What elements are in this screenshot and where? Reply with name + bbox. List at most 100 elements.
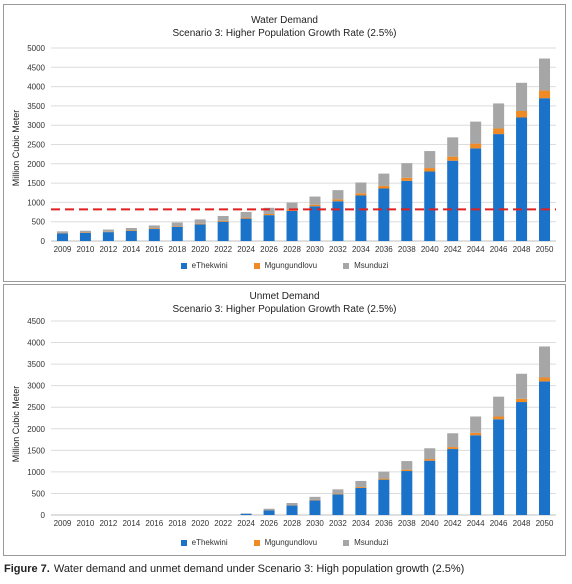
bar-mgungundlovu-2032 — [332, 199, 344, 202]
bar-mgungundlovu-2048 — [516, 398, 528, 403]
y-tick-label: 4500 — [27, 63, 45, 72]
bar-msunduzi-2042 — [447, 137, 459, 157]
bar-mgungundlovu-2046 — [493, 416, 505, 420]
y-tick-label: 0 — [41, 237, 46, 246]
x-tick-label: 2009 — [54, 519, 72, 528]
x-tick-label: 2032 — [329, 519, 347, 528]
y-tick-label: 4000 — [27, 83, 45, 92]
bar-msunduzi-2030 — [309, 196, 321, 205]
x-tick-label: 2016 — [145, 519, 163, 528]
water-demand-plot: 0 500 1000 1500 2000 2500 3000 3500 4000 4500 5000… — [27, 44, 556, 254]
bar-mgungundlovu-2016 — [148, 228, 160, 230]
bar-ethekwini-2020 — [194, 224, 206, 241]
bar-mgungundlovu-2042 — [447, 447, 459, 450]
x-tick-label: 2034 — [352, 519, 370, 528]
x-tick-label: 2014 — [122, 245, 140, 254]
y-tick-label: 2500 — [27, 141, 45, 150]
bar-ethekwini-2048 — [516, 402, 528, 515]
bar-msunduzi-2020 — [194, 219, 206, 224]
legend-label: Msunduzi — [354, 261, 389, 270]
figure-label: Figure 7. — [4, 563, 50, 575]
bar-ethekwini-2034 — [355, 195, 367, 241]
bar-ethekwini-2018 — [171, 226, 183, 241]
legend-label: eThekwini — [191, 261, 228, 270]
bar-ethekwini-2040 — [424, 171, 436, 241]
unmet-demand-plot: 0 500 1000 1500 2000 2500 3000 3500 4000 4500 2009… — [27, 317, 556, 528]
bar-mgungundlovu-2040 — [424, 459, 436, 461]
legend-swatch-mgungundlovu — [253, 262, 260, 269]
x-tick-label: 2012 — [99, 519, 117, 528]
x-tick-label: 2010 — [77, 519, 95, 528]
bar-msunduzi-2009 — [56, 231, 68, 233]
x-tick-label: 2026 — [260, 519, 278, 528]
bar-mgungundlovu-2034 — [355, 193, 367, 196]
x-tick-label: 2044 — [467, 245, 485, 254]
bar-ethekwini-2040 — [424, 460, 436, 515]
x-tick-label: 2040 — [421, 519, 439, 528]
bar-ethekwini-2009 — [56, 233, 68, 241]
bar-ethekwini-2012 — [102, 232, 114, 241]
bar-ethekwini-2032 — [332, 494, 344, 515]
bar-msunduzi-2048 — [516, 82, 528, 111]
bar-ethekwini-2028 — [286, 210, 298, 241]
figure-caption-text: Water demand and unmet demand under Scen… — [53, 563, 465, 575]
bar-mgungundlovu-2042 — [447, 156, 459, 161]
bar-msunduzi-2036 — [378, 173, 390, 186]
x-tick-label: 2028 — [283, 519, 301, 528]
x-tick-label: 2032 — [329, 245, 347, 254]
x-tick-label: 2010 — [77, 245, 95, 254]
y-tick-label: 4000 — [27, 339, 45, 348]
chart-title: Unmet Demand — [249, 291, 320, 302]
x-tick-label: 2030 — [306, 519, 324, 528]
legend-swatch-ethekwini — [180, 539, 187, 546]
y-tick-label: 2000 — [27, 425, 45, 434]
bar-msunduzi-2026 — [263, 508, 275, 511]
x-tick-label: 2040 — [421, 245, 439, 254]
legend-label: Msunduzi — [354, 538, 389, 547]
bar-msunduzi-2012 — [102, 229, 114, 232]
bar-mgungundlovu-2048 — [516, 110, 528, 118]
legend-label: Mgungundlovu — [264, 261, 318, 270]
x-tick-label: 2009 — [54, 245, 72, 254]
y-tick-label: 500 — [32, 489, 46, 498]
y-tick-label: 3500 — [27, 102, 45, 111]
bar-mgungundlovu-2026 — [263, 213, 275, 216]
bar-msunduzi-2034 — [355, 480, 367, 487]
x-tick-label: 2030 — [306, 245, 324, 254]
bar-ethekwini-2038 — [401, 180, 413, 241]
bar-mgungundlovu-2050 — [539, 377, 551, 382]
x-tick-label: 2028 — [283, 245, 301, 254]
bar-msunduzi-2048 — [516, 373, 528, 399]
x-tick-label: 2014 — [122, 519, 140, 528]
bar-msunduzi-2044 — [470, 416, 482, 433]
y-tick-label: 1000 — [27, 198, 45, 207]
x-tick-label: 2036 — [375, 519, 393, 528]
bar-mgungundlovu-2018 — [171, 226, 183, 227]
x-tick-label: 2012 — [99, 245, 117, 254]
bar-mgungundlovu-2038 — [401, 177, 413, 181]
y-tick-label: 500 — [32, 218, 46, 227]
bar-mgungundlovu-2050 — [539, 90, 551, 99]
bar-ethekwini-2016 — [148, 229, 160, 241]
bar-msunduzi-2014 — [125, 227, 137, 231]
y-tick-label: 1500 — [27, 179, 45, 188]
figure-caption: Figure 7. Water demand and unmet demand u… — [4, 563, 464, 575]
y-tick-label: 4500 — [27, 317, 45, 326]
bar-mgungundlovu-2036 — [378, 185, 390, 189]
x-tick-label: 2018 — [168, 245, 186, 254]
bar-msunduzi-2038 — [401, 461, 413, 470]
y-tick-label: 3000 — [27, 121, 45, 130]
bar-ethekwini-2030 — [309, 206, 321, 241]
x-tick-label: 2022 — [214, 519, 232, 528]
x-tick-label: 2034 — [352, 245, 370, 254]
bar-ethekwini-2034 — [355, 487, 367, 515]
x-tick-label: 2044 — [467, 519, 485, 528]
bar-ethekwini-2048 — [516, 117, 528, 241]
x-tick-label: 2024 — [237, 519, 255, 528]
water-demand-chart-panel: Water Demand Scenario 3: Higher Populati… — [3, 4, 566, 282]
x-tick-label: 2022 — [214, 245, 232, 254]
bar-mgungundlovu-2044 — [470, 432, 482, 436]
y-tick-label: 3000 — [27, 382, 45, 391]
bar-ethekwini-2014 — [125, 230, 137, 241]
bar-ethekwini-2026 — [263, 510, 275, 515]
